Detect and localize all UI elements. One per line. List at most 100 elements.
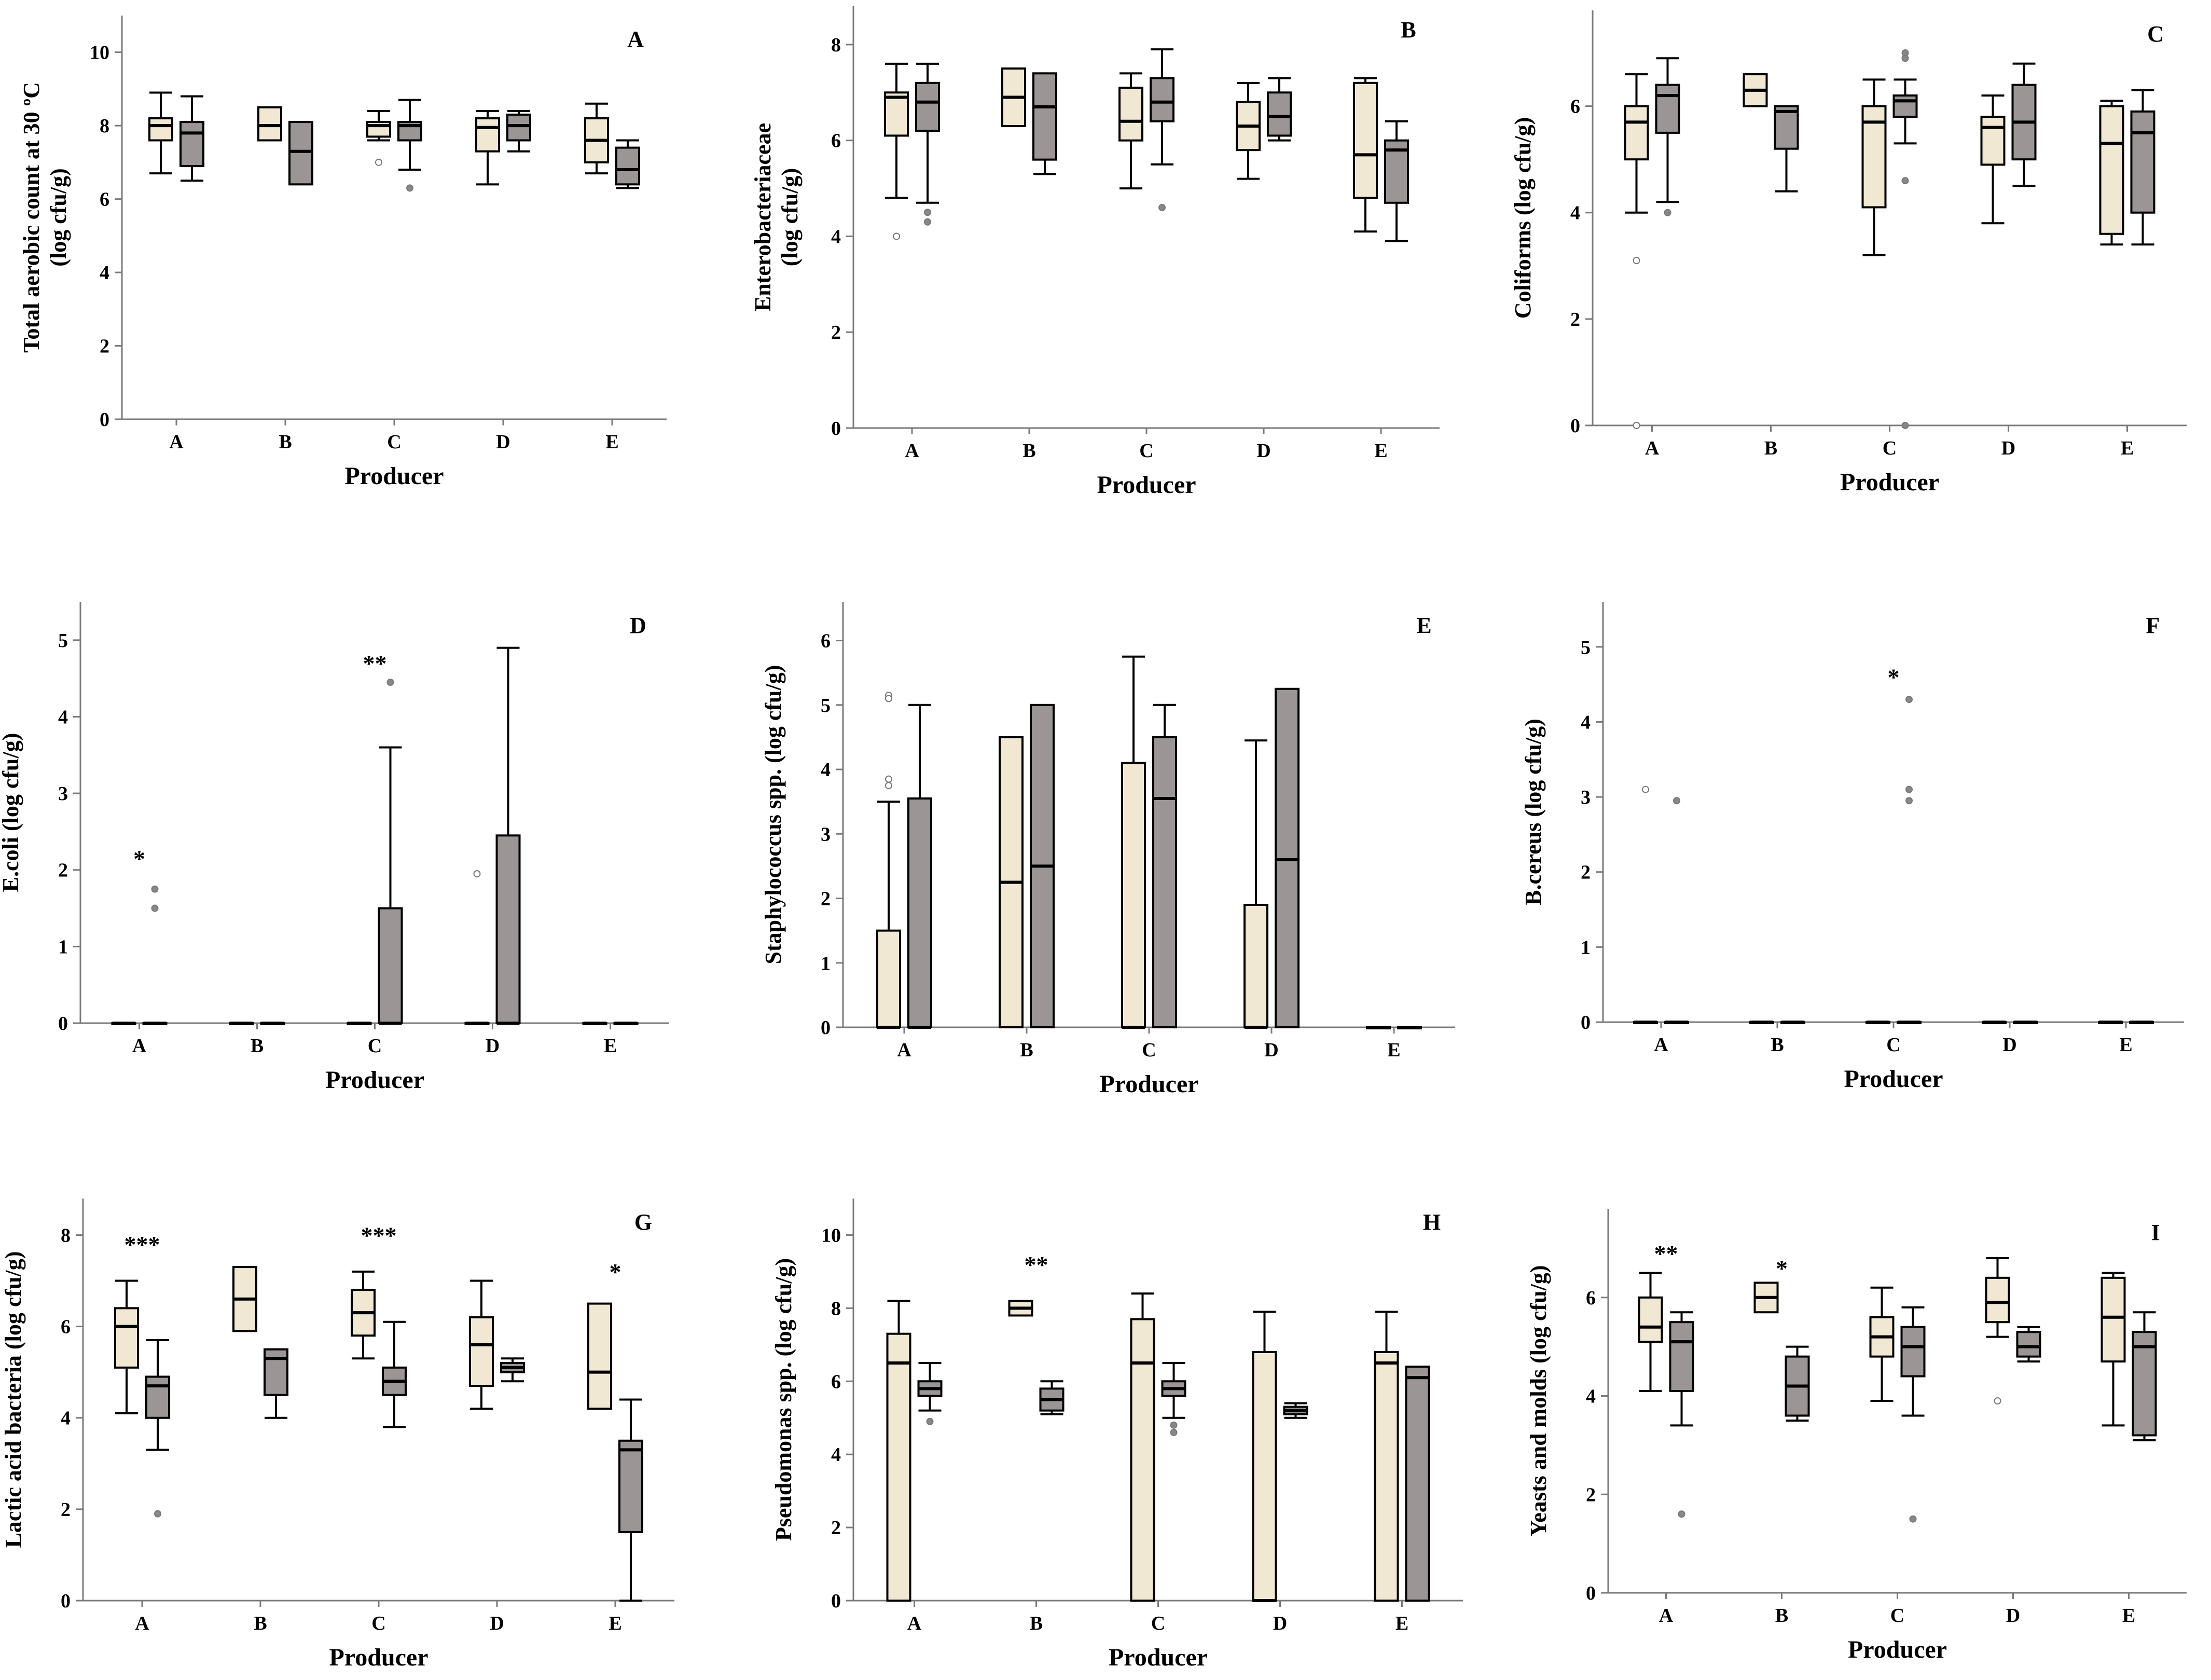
y-tick-label: 6: [100, 189, 109, 211]
box-dark-c: [382, 1320, 407, 1428]
box-light-c: [1130, 1292, 1155, 1602]
box-light-c: [1118, 72, 1143, 190]
box-iqr: [145, 1375, 170, 1419]
x-tick-label: E: [604, 1035, 617, 1057]
box-iqr: [886, 1332, 911, 1602]
y-axis-title: Enterobacteriaceae: [750, 123, 776, 311]
box-light-b: [1743, 73, 1768, 107]
y-tick-label: 2: [831, 322, 841, 343]
box-iqr: [469, 1316, 494, 1387]
y-axis-title: Coliforms (log cfu/g): [1510, 117, 1536, 319]
box-dark-d: [495, 646, 521, 1025]
box-light-c: [347, 1022, 372, 1025]
box-dark-b: [1030, 704, 1055, 1028]
outlier-point: [1633, 257, 1640, 265]
x-tick-label: E: [1374, 440, 1387, 462]
y-tick-label: 0: [61, 1590, 71, 1612]
y-tick-label: 4: [1581, 711, 1591, 733]
box-light-b: [1753, 1282, 1779, 1314]
box-light-d: [469, 1279, 494, 1410]
box-dark-a: [1669, 1311, 1694, 1518]
outlier-point: [1905, 696, 1913, 704]
outlier-point: [151, 885, 159, 893]
x-tick-label: B: [279, 431, 292, 453]
box-light-c: [1865, 1021, 1890, 1024]
x-tick-label: B: [1022, 440, 1035, 462]
y-tick-label: 4: [1570, 202, 1580, 224]
box-light-a: [1638, 1272, 1663, 1393]
significance-mark: ***: [361, 1222, 397, 1248]
y-tick-label: 5: [821, 695, 831, 717]
x-tick-label: D: [490, 1613, 504, 1634]
box-iqr: [615, 146, 640, 186]
panel-letter: E: [1416, 613, 1431, 638]
box-light-a: [114, 1279, 139, 1414]
box-dark-b: [1039, 1380, 1065, 1415]
box-light-e: [1374, 1311, 1399, 1602]
box-iqr: [884, 91, 909, 137]
box-dark-a: [179, 95, 204, 182]
box-dark-c: [1150, 48, 1174, 212]
y-tick-label: 4: [821, 759, 831, 781]
panel-letter: D: [630, 613, 646, 638]
outlier-point: [926, 1417, 934, 1425]
panel-e: 0 1 2 3 4 5 6 A B C D E Producer Staphylococcus spp. …: [761, 602, 1455, 1098]
outlier-point: [1901, 422, 1909, 429]
y-tick-label: 6: [831, 1371, 841, 1393]
x-axis-title: Producer: [1097, 471, 1196, 499]
box-light-b: [1749, 1021, 1774, 1024]
box-iqr: [1275, 687, 1300, 1028]
y-tick-label: 10: [821, 1224, 841, 1246]
y-tick-label: 4: [1586, 1386, 1596, 1408]
box-dark-e: [613, 1022, 639, 1025]
box-dark-b: [264, 1348, 288, 1419]
box-light-d: [1985, 1257, 2010, 1404]
x-tick-label: C: [1139, 440, 1153, 462]
x-axis-title: Producer: [1840, 469, 1939, 496]
box-light-b: [257, 106, 282, 142]
significance-mark: **: [1025, 1251, 1048, 1278]
outlier-point: [1901, 177, 1909, 185]
y-tick-label: 6: [61, 1316, 71, 1338]
panel-h: 0 2 4 6 8 10 A B C D E Producer Pseudomonas spp. (lo…: [771, 1199, 1463, 1671]
box-iqr: [1980, 116, 2006, 166]
box-iqr: [264, 1348, 288, 1396]
x-tick-label: A: [905, 440, 919, 462]
outlier-point: [1905, 797, 1913, 805]
box-light-b: [1001, 67, 1026, 127]
y-tick-label: 0: [821, 1017, 831, 1039]
box-iqr: [1900, 1326, 1926, 1378]
x-tick-label: B: [251, 1035, 264, 1057]
box-light-d: [1252, 1311, 1277, 1602]
box-light-d: [475, 109, 500, 186]
box-iqr: [2016, 1331, 2041, 1358]
box-dark-e: [1405, 1366, 1430, 1602]
y-tick-label: 0: [831, 1590, 841, 1612]
y-tick-label: 0: [1581, 1012, 1591, 1034]
y-tick-label: 4: [61, 1408, 71, 1429]
x-tick-label: C: [1142, 1039, 1156, 1061]
y-tick-label: 1: [821, 953, 831, 974]
box-iqr: [1118, 87, 1143, 142]
box-iqr: [915, 81, 940, 132]
box-dark-e: [1397, 1026, 1422, 1029]
panel-letter: F: [2146, 613, 2160, 638]
y-tick-label: 2: [1581, 862, 1591, 884]
box-light-b: [232, 1266, 257, 1332]
box-light-d: [1982, 1021, 2007, 1024]
box-iqr: [148, 117, 173, 142]
panel-letter: B: [1401, 17, 1416, 43]
box-dark-d: [1275, 687, 1300, 1028]
outlier-point: [893, 232, 900, 240]
box-dark-a: [915, 62, 940, 226]
outlier-point: [386, 679, 394, 686]
significance-mark: **: [1654, 1240, 1678, 1266]
box-iqr: [179, 121, 204, 167]
y-axis-title: (log cfu/g): [46, 168, 71, 266]
y-tick-label: 5: [1581, 637, 1591, 658]
outlier-point: [1905, 786, 1913, 793]
x-axis-title: Producer: [344, 462, 444, 490]
significance-mark: ***: [125, 1231, 160, 1258]
y-tick-label: 0: [100, 409, 109, 431]
x-tick-label: C: [387, 431, 401, 453]
